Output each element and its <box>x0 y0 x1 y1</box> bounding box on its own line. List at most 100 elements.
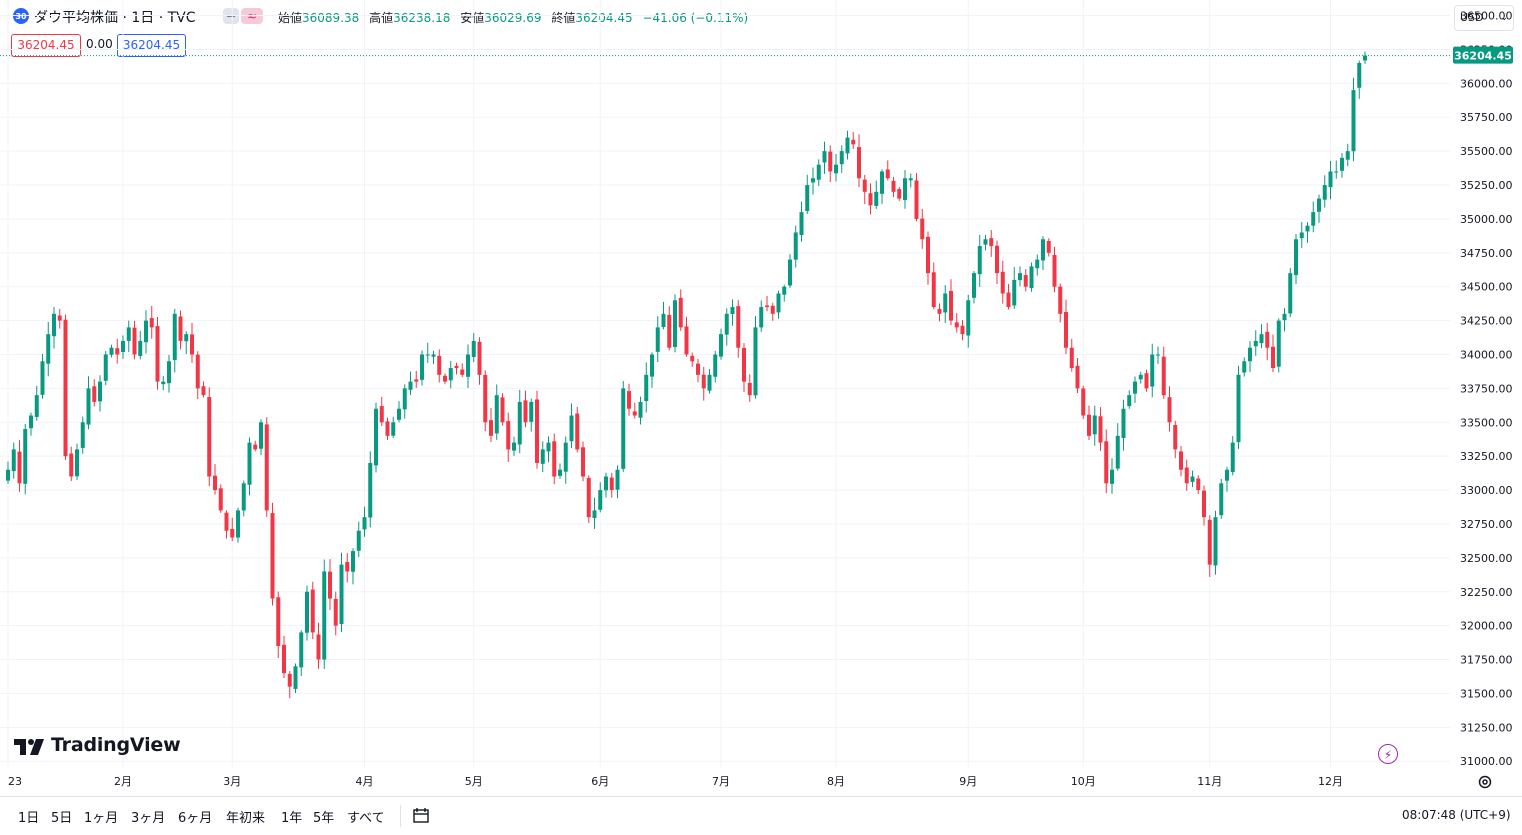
range-1m-button[interactable]: 1ヶ月 <box>84 811 119 826</box>
candle-body <box>1046 241 1051 253</box>
candle <box>1081 385 1086 419</box>
candle <box>1351 77 1356 162</box>
candle <box>655 316 660 362</box>
candle <box>218 484 223 513</box>
lightning-icon[interactable]: ⚡ <box>1378 744 1398 764</box>
candle-body <box>834 164 838 174</box>
candle-body <box>926 236 930 274</box>
candle <box>1340 153 1344 178</box>
candle-body <box>885 169 890 179</box>
gear-icon[interactable] <box>1476 773 1494 791</box>
change-value: −41.06 (−0.11%) <box>642 11 749 25</box>
candle-body <box>742 347 746 382</box>
candle <box>109 344 114 358</box>
candle <box>1311 201 1316 233</box>
range-3m-button[interactable]: 3ヶ月 <box>131 811 166 826</box>
buy-price-box[interactable]: 36204.45 <box>117 34 186 57</box>
candle-body <box>678 297 683 328</box>
candle-body <box>523 400 528 423</box>
candle <box>190 322 194 363</box>
clock-display[interactable]: 08:07:48 (UTC+9) <box>1402 808 1511 822</box>
candle-body <box>178 316 183 341</box>
candle <box>178 310 183 350</box>
candle-body <box>471 340 476 358</box>
candle-body <box>207 397 212 477</box>
candle <box>995 240 999 284</box>
candle-body <box>1000 271 1005 294</box>
range-5y-button[interactable]: 5年 <box>313 811 335 826</box>
time-axis: 23 2月 3月 4月 5月 6月 7月 8月 9月 10月 11月 12月 <box>8 775 1343 788</box>
candle <box>701 366 706 401</box>
candle <box>241 480 246 517</box>
range-6m-button[interactable]: 6ヶ月 <box>178 811 213 826</box>
candle <box>972 271 976 304</box>
currency-select[interactable]: USD ⌄ <box>1454 5 1514 31</box>
candle-body <box>52 313 56 337</box>
candle <box>1184 459 1189 491</box>
candle-body <box>1271 346 1275 369</box>
candle <box>339 552 344 633</box>
candle-body <box>17 451 22 484</box>
candle <box>46 321 51 377</box>
candle-body <box>575 413 580 450</box>
candle <box>949 279 953 326</box>
candle-body <box>604 476 608 491</box>
candle-body <box>184 334 189 342</box>
candle <box>598 482 603 513</box>
candle-body <box>1345 151 1350 160</box>
candle <box>742 343 746 393</box>
candle-body <box>696 363 700 375</box>
candle <box>316 622 321 669</box>
candle <box>431 350 436 365</box>
candle-body <box>828 151 833 172</box>
time-tick-label: 5月 <box>465 775 483 788</box>
range-ytd-button[interactable]: 年初来 <box>226 811 266 826</box>
symbol-title[interactable]: ダウ平均株価 · 1日 · TVC <box>34 10 196 26</box>
candle <box>391 416 396 438</box>
candle-body <box>414 379 419 382</box>
candle-body <box>719 334 723 357</box>
range-all-button[interactable]: すべて <box>347 811 385 826</box>
range-1d-button[interactable]: 1日 <box>18 811 40 826</box>
candle <box>103 350 108 386</box>
candle <box>696 358 700 383</box>
candle-body <box>86 388 91 425</box>
candle <box>1253 330 1258 356</box>
candle <box>1133 376 1137 403</box>
candle-body <box>880 171 884 194</box>
candle-body <box>793 232 798 260</box>
candle-body <box>126 327 131 341</box>
candle <box>851 132 856 149</box>
candle <box>149 305 154 339</box>
candle-body <box>753 327 758 396</box>
candle <box>213 464 217 495</box>
candle <box>454 362 459 375</box>
price-tick-label: 31250.00 <box>1460 721 1513 734</box>
candle-body <box>213 475 217 491</box>
candle <box>385 417 390 441</box>
candle-body <box>1173 424 1178 450</box>
candlestick-chart[interactable]: 31000.00 31250.00 31500.00 31750.00 32000.00… <box>0 0 1522 796</box>
candle-body <box>98 381 102 402</box>
candle <box>305 585 309 641</box>
range-1y-button[interactable]: 1年 <box>281 811 303 826</box>
calendar-goto-icon[interactable] <box>412 806 430 824</box>
candle-body <box>1317 198 1321 212</box>
price-axis: 31000.00 31250.00 31500.00 31750.00 32000.00… <box>1460 10 1513 769</box>
candle-body <box>92 386 97 402</box>
close-label: 終値 <box>551 11 576 25</box>
candle-body <box>1259 334 1264 344</box>
candle-body <box>351 551 355 572</box>
sell-price-box[interactable]: 36204.45 <box>11 34 81 57</box>
candle-body <box>80 422 85 448</box>
candle-body <box>558 469 562 476</box>
candle-body <box>874 191 879 206</box>
range-5d-button[interactable]: 5日 <box>51 811 73 826</box>
candle-body <box>908 178 913 181</box>
candle-body <box>1110 469 1114 484</box>
candle <box>161 376 166 391</box>
candle <box>1018 266 1022 287</box>
tradingview-logo[interactable] <box>14 733 48 759</box>
tradingview-logo-text[interactable]: TradingView <box>51 734 181 756</box>
candle-body <box>379 406 384 423</box>
